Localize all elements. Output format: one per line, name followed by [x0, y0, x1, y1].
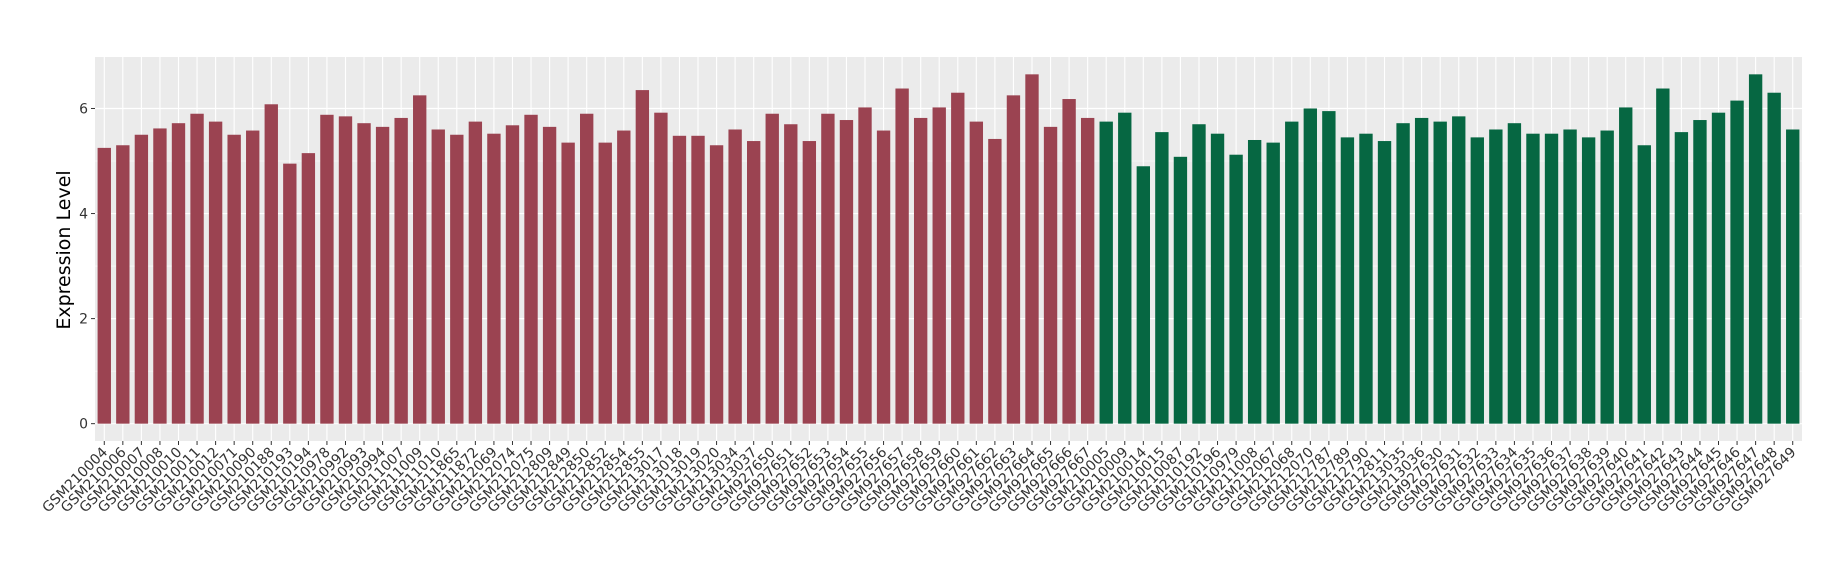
bar — [1340, 137, 1355, 424]
bar — [264, 104, 278, 424]
bar — [1656, 88, 1670, 424]
bar — [1637, 145, 1651, 424]
bar — [1730, 100, 1744, 424]
bar — [524, 114, 538, 424]
bar — [728, 129, 742, 424]
bar — [635, 90, 650, 424]
bar — [1767, 92, 1781, 424]
y-tick-label: 0 — [79, 417, 88, 433]
bar — [951, 92, 965, 424]
bar — [932, 107, 946, 424]
bar — [1452, 116, 1466, 424]
bar — [301, 153, 316, 424]
bar — [654, 112, 668, 424]
bar — [1303, 108, 1317, 424]
bar — [672, 135, 687, 424]
bar — [116, 145, 130, 424]
bar — [1489, 129, 1503, 424]
bar — [1322, 111, 1336, 424]
bar — [542, 126, 557, 424]
bar — [895, 88, 909, 424]
bar — [227, 134, 241, 424]
bar — [1155, 132, 1169, 424]
bar — [1247, 139, 1262, 424]
bar — [1192, 124, 1206, 424]
bar — [171, 123, 186, 424]
bar — [1711, 112, 1726, 424]
bar — [709, 145, 724, 424]
bar — [1359, 133, 1373, 424]
bar — [1600, 130, 1614, 424]
bar — [1414, 117, 1429, 424]
bar — [153, 128, 167, 424]
bar — [338, 116, 353, 424]
bar — [1619, 107, 1633, 424]
bar — [357, 123, 371, 424]
bar — [1043, 126, 1058, 424]
bar — [468, 121, 483, 424]
bar — [617, 130, 631, 424]
bar — [765, 113, 779, 424]
y-tick-label: 4 — [79, 207, 88, 223]
bar — [561, 142, 575, 424]
y-tick-label: 6 — [79, 101, 88, 117]
bar — [580, 113, 594, 424]
bar — [876, 130, 891, 424]
bar — [1025, 74, 1039, 424]
bar — [1118, 112, 1132, 424]
bar — [1507, 123, 1522, 424]
bar — [1080, 117, 1095, 424]
bar — [1006, 95, 1021, 424]
bar — [1563, 129, 1577, 424]
bar — [1266, 142, 1280, 424]
bar — [1229, 154, 1243, 424]
bar — [913, 117, 928, 424]
bar — [1377, 141, 1392, 424]
bar — [1786, 129, 1800, 424]
bar — [487, 133, 501, 424]
bar — [839, 120, 854, 424]
bar — [969, 121, 984, 424]
bar — [1581, 137, 1596, 424]
bar — [1674, 132, 1689, 424]
bar — [1526, 133, 1540, 424]
bar — [1099, 121, 1113, 424]
y-axis-label: Expression Level — [53, 170, 75, 329]
bar — [1693, 120, 1707, 424]
bar — [1285, 121, 1299, 424]
bar — [1544, 133, 1559, 424]
bar — [1433, 121, 1447, 424]
bar — [246, 130, 260, 424]
bar — [394, 117, 408, 424]
bar — [1210, 133, 1225, 424]
bar — [784, 124, 798, 424]
bar — [413, 95, 427, 424]
bar — [450, 134, 464, 424]
bar — [1062, 99, 1076, 424]
bar — [858, 107, 872, 424]
bar — [802, 141, 817, 424]
bar — [598, 142, 612, 424]
bar — [134, 134, 149, 424]
bar — [988, 138, 1002, 424]
bar — [97, 147, 111, 424]
bar — [1396, 123, 1410, 424]
bar — [1748, 74, 1763, 424]
bar — [1470, 137, 1484, 424]
bar — [1173, 156, 1188, 424]
bar — [375, 126, 390, 424]
bar — [1136, 166, 1151, 424]
bar — [821, 113, 835, 424]
bar — [190, 113, 204, 424]
bar — [691, 135, 705, 424]
bar — [431, 129, 445, 424]
y-tick-label: 2 — [79, 312, 88, 328]
bar — [283, 163, 297, 424]
bar — [320, 114, 334, 424]
bar — [208, 121, 223, 424]
bar — [505, 125, 520, 424]
bar — [746, 141, 761, 424]
